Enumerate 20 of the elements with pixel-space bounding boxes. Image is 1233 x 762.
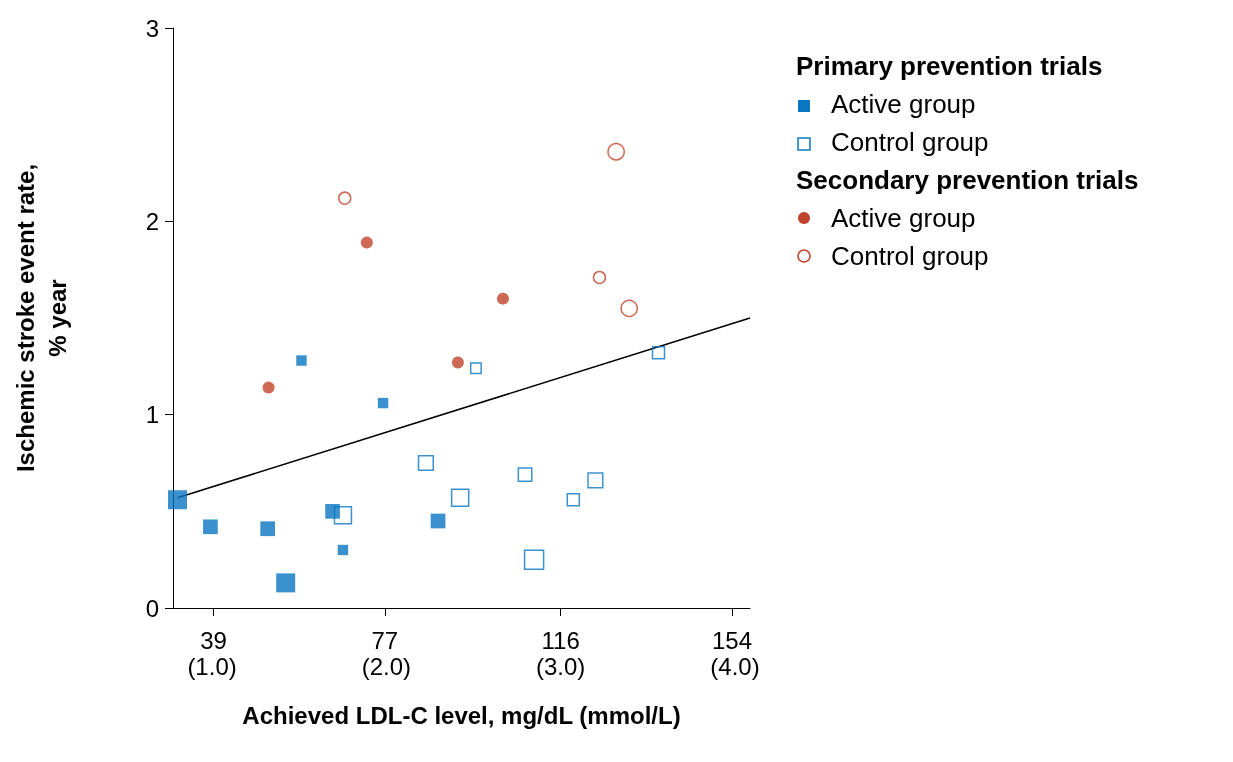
x2-tick-label: (4.0): [710, 652, 760, 680]
y-tick-label: 2: [145, 207, 159, 235]
x-axis-title: Achieved LDL-C level, mg/dL (mmol/L): [242, 701, 681, 729]
x2-tick-label: (2.0): [361, 652, 412, 680]
x-tick-label: 116: [541, 626, 580, 654]
legend-label: Active group: [831, 89, 976, 119]
y-tick-label: 1: [145, 401, 159, 429]
legend-label: Active group: [831, 203, 976, 233]
x2-tick-label: (3.0): [536, 652, 586, 680]
y-axis-title: Ischemic stroke event rate, % year: [11, 163, 71, 473]
text: Primary prevention trials: [796, 51, 1103, 81]
text: Secondary prevention trials: [796, 165, 1139, 195]
y-tick-label: 3: [145, 14, 159, 42]
y-tick-label: 0: [145, 594, 159, 622]
legend-label: Control group: [831, 127, 989, 157]
x2-tick-label: (1.0): [187, 652, 237, 680]
x-tick-label: 154: [711, 626, 752, 654]
x-tick-label: 39: [200, 626, 227, 654]
x-tick-label: 77: [371, 626, 399, 654]
legend-label: Control group: [831, 241, 989, 271]
